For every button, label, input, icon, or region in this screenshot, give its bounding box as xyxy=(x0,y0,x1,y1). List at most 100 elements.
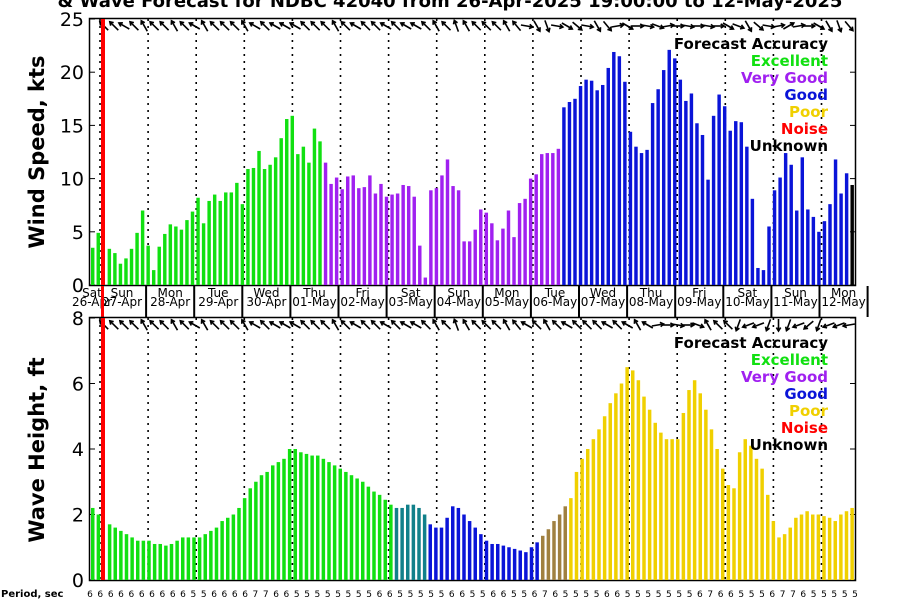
period-value: 5 xyxy=(201,590,207,600)
wind-bar xyxy=(390,194,394,285)
day-label-date: 07-May xyxy=(581,295,625,309)
wave-bar xyxy=(563,506,567,580)
wave-direction-arrow xyxy=(734,319,742,332)
wind-bar xyxy=(456,190,461,285)
wind-bar xyxy=(346,176,350,285)
wind-direction-arrow xyxy=(462,19,471,32)
wind-bar xyxy=(174,226,178,285)
wind-bar xyxy=(340,189,344,285)
wave-bar xyxy=(400,507,404,580)
wind-bar xyxy=(506,210,511,285)
day-label-date: 28-Apr xyxy=(150,295,190,309)
wave-bar xyxy=(782,534,787,580)
wave-bar xyxy=(344,471,348,580)
wind-bar xyxy=(562,107,566,285)
wave-direction-arrow xyxy=(140,318,148,331)
wave-direction-arrow xyxy=(340,319,351,330)
wave-direction-arrow xyxy=(108,319,119,330)
wind-direction-arrow xyxy=(792,22,807,29)
wind-direction-arrow xyxy=(140,19,148,32)
wave-bar xyxy=(501,545,506,580)
wind-direction-arrow xyxy=(783,22,796,30)
wind-bar xyxy=(323,162,328,285)
wave-direction-arrow xyxy=(571,319,582,330)
wind-legend-entry: Noise xyxy=(781,120,828,138)
wind-bar xyxy=(628,131,633,285)
wind-bar xyxy=(445,159,450,285)
wave-direction-arrow xyxy=(209,319,220,330)
wave-direction-arrow xyxy=(520,321,533,329)
wind-bar xyxy=(312,128,317,285)
day-label-dow: Thu xyxy=(639,286,663,300)
wave-bar xyxy=(287,449,292,580)
wave-bar xyxy=(406,504,410,580)
wind-bar xyxy=(573,98,577,285)
wave-direction-arrow xyxy=(462,318,471,331)
wind-bar xyxy=(700,134,705,285)
wave-bar xyxy=(704,409,708,580)
wave-legend-title: Forecast Accuracy xyxy=(674,334,828,352)
wave-bar xyxy=(788,527,792,580)
wave-direction-arrow xyxy=(831,322,845,329)
wind-direction-arrow xyxy=(452,19,460,32)
wave-bar xyxy=(422,514,427,580)
period-value: 5 xyxy=(397,590,403,600)
wind-direction-arrow xyxy=(248,22,261,30)
period-value: 6 xyxy=(769,590,775,600)
wind-direction-arrow xyxy=(229,20,240,31)
wind-bar xyxy=(811,216,816,285)
wave-panel-frame xyxy=(88,316,857,582)
period-value: 6 xyxy=(284,590,290,600)
wind-bar xyxy=(273,157,278,285)
wind-bar xyxy=(434,188,439,285)
period-value: 7 xyxy=(253,590,259,600)
day-label-date: 03-May xyxy=(388,295,432,309)
wave-direction-arrow xyxy=(128,319,139,330)
wave-direction-arrow xyxy=(551,319,562,330)
period-value: 6 xyxy=(459,590,465,600)
wind-bar xyxy=(567,101,572,286)
wind-direction-arrow xyxy=(561,22,574,30)
wind-bar xyxy=(218,200,222,285)
now-marker-separator xyxy=(101,286,104,317)
wave-bar xyxy=(777,537,781,580)
wave-bar xyxy=(839,514,843,580)
wave-bar xyxy=(169,543,174,580)
wind-direction-arrow xyxy=(550,23,565,30)
wave-direction-arrow xyxy=(704,318,712,331)
wave-bar xyxy=(597,429,601,580)
wave-bar xyxy=(231,514,236,580)
wave-bar xyxy=(490,543,494,580)
wave-direction-arrow xyxy=(320,319,331,330)
period-value: 5 xyxy=(759,590,765,600)
wave-bar xyxy=(833,521,837,580)
wave-bar xyxy=(434,527,438,580)
wave-bar xyxy=(147,540,151,580)
wind-bar xyxy=(739,122,744,286)
wave-direction-arrow xyxy=(620,321,634,329)
wave-bar xyxy=(220,521,224,580)
period-value: 5 xyxy=(418,590,424,600)
wind-bar xyxy=(440,175,444,285)
period-value: 6 xyxy=(87,590,93,600)
wave-direction-arrow xyxy=(268,321,281,329)
wave-bar xyxy=(586,449,590,580)
day-label-date: 11-May xyxy=(773,295,817,309)
wind-direction-arrow xyxy=(441,20,452,31)
period-value: 6 xyxy=(108,590,114,600)
wind-bar xyxy=(479,209,483,285)
period-value: 6 xyxy=(160,590,166,600)
wave-direction-arrow xyxy=(502,318,511,331)
day-label-dow: Sat xyxy=(401,286,421,300)
wind-bar xyxy=(767,226,771,285)
wind-bar xyxy=(734,121,738,285)
wave-bar xyxy=(355,478,359,580)
wave-bar xyxy=(445,517,449,580)
wave-direction-arrow xyxy=(633,318,642,331)
wave-bar xyxy=(664,439,669,580)
wind-bar xyxy=(789,164,793,285)
wind-direction-arrow xyxy=(310,20,321,31)
period-value: 6 xyxy=(149,590,155,600)
